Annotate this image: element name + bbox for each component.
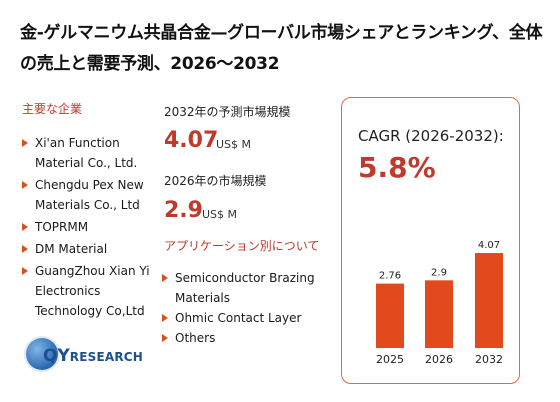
qyresearch-logo: QYRESEARCH	[26, 334, 151, 374]
page-title: 金-ゲルマニウム共晶合金—グローバル市場シェアとランキング、全体の売上と需要予測…	[20, 23, 543, 74]
logo-wordmark: QYRESEARCH	[43, 346, 143, 366]
player-item: DM Material	[22, 239, 157, 259]
applications-list: Semiconductor Brazing Materials Ohmic Co…	[162, 268, 332, 348]
market-size-2032-label: 2032年の予測市場規模	[164, 105, 291, 119]
data-label-2025: 2.76	[379, 271, 401, 282]
key-players-list: Xi'an Function Material Co., Ltd. Chengd…	[22, 133, 157, 321]
market-size-2026-label: 2026年の市場規模	[164, 174, 267, 188]
x-tick-2032: 2032	[475, 353, 503, 366]
player-item: GuangZhou Xian Yi Electronics Technology…	[22, 261, 157, 321]
data-label-2026: 2.9	[431, 267, 447, 278]
player-item: Xi'an Function Material Co., Ltd.	[22, 133, 157, 173]
bar-2026	[425, 280, 453, 348]
application-item: Semiconductor Brazing Materials	[162, 268, 332, 308]
market-size-2026-value: 2.9	[164, 198, 203, 223]
key-players-heading: 主要な企業	[22, 102, 83, 116]
cagr-value: 5.8%	[358, 151, 436, 184]
bar-2032	[475, 253, 503, 348]
bar-2025	[376, 283, 404, 348]
data-label-2032: 4.07	[478, 240, 500, 251]
application-item: Ohmic Contact Layer	[162, 308, 332, 328]
logo-research: RESEARCH	[69, 350, 144, 364]
globe-icon	[26, 338, 58, 370]
market-bar-chart: 2.76 2025 2.9 2026 4.07 2032	[376, 240, 503, 366]
market-size-2026-unit: US$ M	[202, 208, 238, 221]
cagr-card: CAGR (2026-2032): 5.8% 2.76 2025 2.9 2026 4.…	[341, 97, 520, 384]
x-tick-2025: 2025	[376, 353, 404, 366]
market-size-2032-unit: US$ M	[216, 138, 252, 151]
logo-qy: QY	[43, 346, 70, 366]
applications-heading: アプリケーション別について	[164, 239, 320, 253]
application-item: Others	[162, 328, 332, 348]
cagr-label: CAGR (2026-2032):	[358, 127, 504, 145]
market-size-2032-value: 4.07	[164, 128, 219, 153]
player-item: Chengdu Pex New Materials Co., Ltd	[22, 175, 157, 215]
x-tick-2026: 2026	[425, 353, 453, 366]
player-item: TOPRMM	[22, 217, 157, 237]
